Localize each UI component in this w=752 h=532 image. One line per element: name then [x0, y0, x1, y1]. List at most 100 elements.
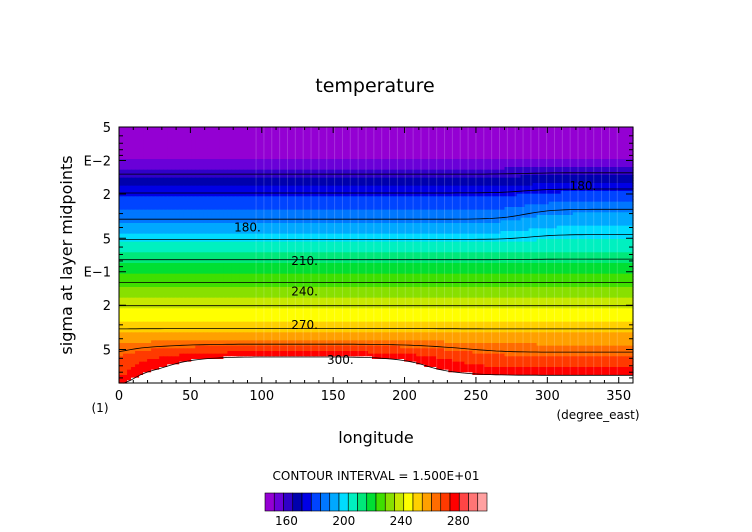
field-cell — [488, 177, 494, 181]
field-cell — [480, 223, 486, 227]
field-cell — [235, 135, 241, 139]
field-cell — [331, 223, 337, 227]
field-cell — [367, 169, 373, 173]
field-cell — [311, 143, 317, 147]
field-cell — [396, 209, 401, 213]
field-cell — [580, 175, 586, 179]
field-cell — [380, 215, 385, 219]
field-cell — [500, 129, 506, 133]
field-cell — [231, 161, 237, 165]
field-cell — [163, 175, 168, 179]
field-cell — [596, 228, 602, 232]
field-cell — [608, 172, 614, 176]
field-cell — [556, 143, 562, 147]
field-cell — [524, 223, 530, 227]
field-cell — [255, 156, 261, 160]
field-cell — [524, 127, 530, 131]
field-cell — [279, 209, 285, 213]
field-cell — [343, 156, 349, 160]
field-cell — [159, 175, 164, 179]
field-cell — [568, 196, 574, 200]
field-cell — [311, 223, 317, 227]
field-cell — [227, 151, 233, 155]
field-cell — [588, 137, 594, 141]
field-cell — [492, 209, 498, 213]
field-cell — [472, 204, 477, 208]
field-cell — [452, 199, 457, 203]
field-cell — [207, 199, 212, 203]
field-cell — [331, 161, 337, 165]
field-cell — [408, 180, 413, 184]
field-cell — [123, 177, 128, 181]
field-cell — [540, 169, 546, 173]
field-cell — [335, 228, 341, 232]
field-cell — [323, 223, 329, 227]
field-cell — [572, 172, 578, 176]
field-cell — [400, 135, 405, 139]
field-cell — [400, 140, 405, 144]
field-cell — [295, 127, 301, 131]
field-cell — [295, 180, 301, 184]
field-cell — [139, 177, 144, 181]
field-cell — [303, 153, 309, 157]
field-cell — [183, 223, 188, 227]
field-cell — [163, 188, 168, 192]
field-cell — [544, 167, 550, 171]
field-cell — [367, 167, 373, 171]
field-cell — [347, 145, 353, 149]
field-cell — [211, 177, 216, 181]
field-cell — [259, 193, 265, 197]
field-cell — [528, 228, 534, 232]
field-cell — [207, 151, 212, 155]
field-cell — [504, 145, 510, 149]
field-cell — [476, 132, 482, 136]
field-cell — [295, 148, 301, 152]
field-cell — [127, 209, 132, 213]
field-cell — [448, 223, 453, 227]
field-cell — [448, 204, 453, 208]
field-cell — [303, 135, 309, 139]
field-cell — [492, 153, 498, 157]
field-cell — [255, 209, 261, 213]
field-cell — [468, 199, 473, 203]
field-cell — [147, 220, 152, 224]
field-cell — [404, 156, 409, 160]
field-cell — [472, 156, 477, 160]
field-cell — [580, 193, 586, 197]
field-cell — [464, 140, 469, 144]
field-cell — [367, 207, 373, 211]
field-cell — [263, 183, 269, 187]
field-cell — [504, 153, 510, 157]
field-cell — [472, 201, 477, 205]
field-cell — [347, 207, 353, 211]
field-cell — [436, 177, 441, 181]
field-cell — [275, 183, 281, 187]
field-cell — [163, 132, 168, 136]
field-cell — [239, 148, 245, 152]
field-cell — [624, 196, 630, 200]
field-cell — [323, 135, 329, 139]
field-cell — [400, 204, 405, 208]
field-cell — [267, 143, 273, 147]
field-cell — [500, 151, 506, 155]
field-cell — [199, 204, 204, 208]
field-cell — [327, 129, 333, 133]
field-cell — [187, 196, 192, 200]
field-cell — [460, 212, 465, 216]
field-cell — [468, 220, 473, 224]
field-cell — [267, 135, 273, 139]
field-cell — [299, 137, 305, 141]
field-cell — [347, 156, 353, 160]
field-cell — [460, 129, 465, 133]
field-cell — [420, 132, 425, 136]
field-cell — [484, 217, 490, 221]
field-cell — [600, 193, 606, 197]
field-cell — [396, 161, 401, 165]
field-cell — [335, 145, 341, 149]
field-cell — [127, 175, 132, 179]
field-cell — [315, 167, 321, 171]
field-cell — [203, 223, 208, 227]
field-cell — [392, 228, 397, 232]
field-cell — [576, 215, 582, 219]
field-cell — [380, 167, 385, 171]
